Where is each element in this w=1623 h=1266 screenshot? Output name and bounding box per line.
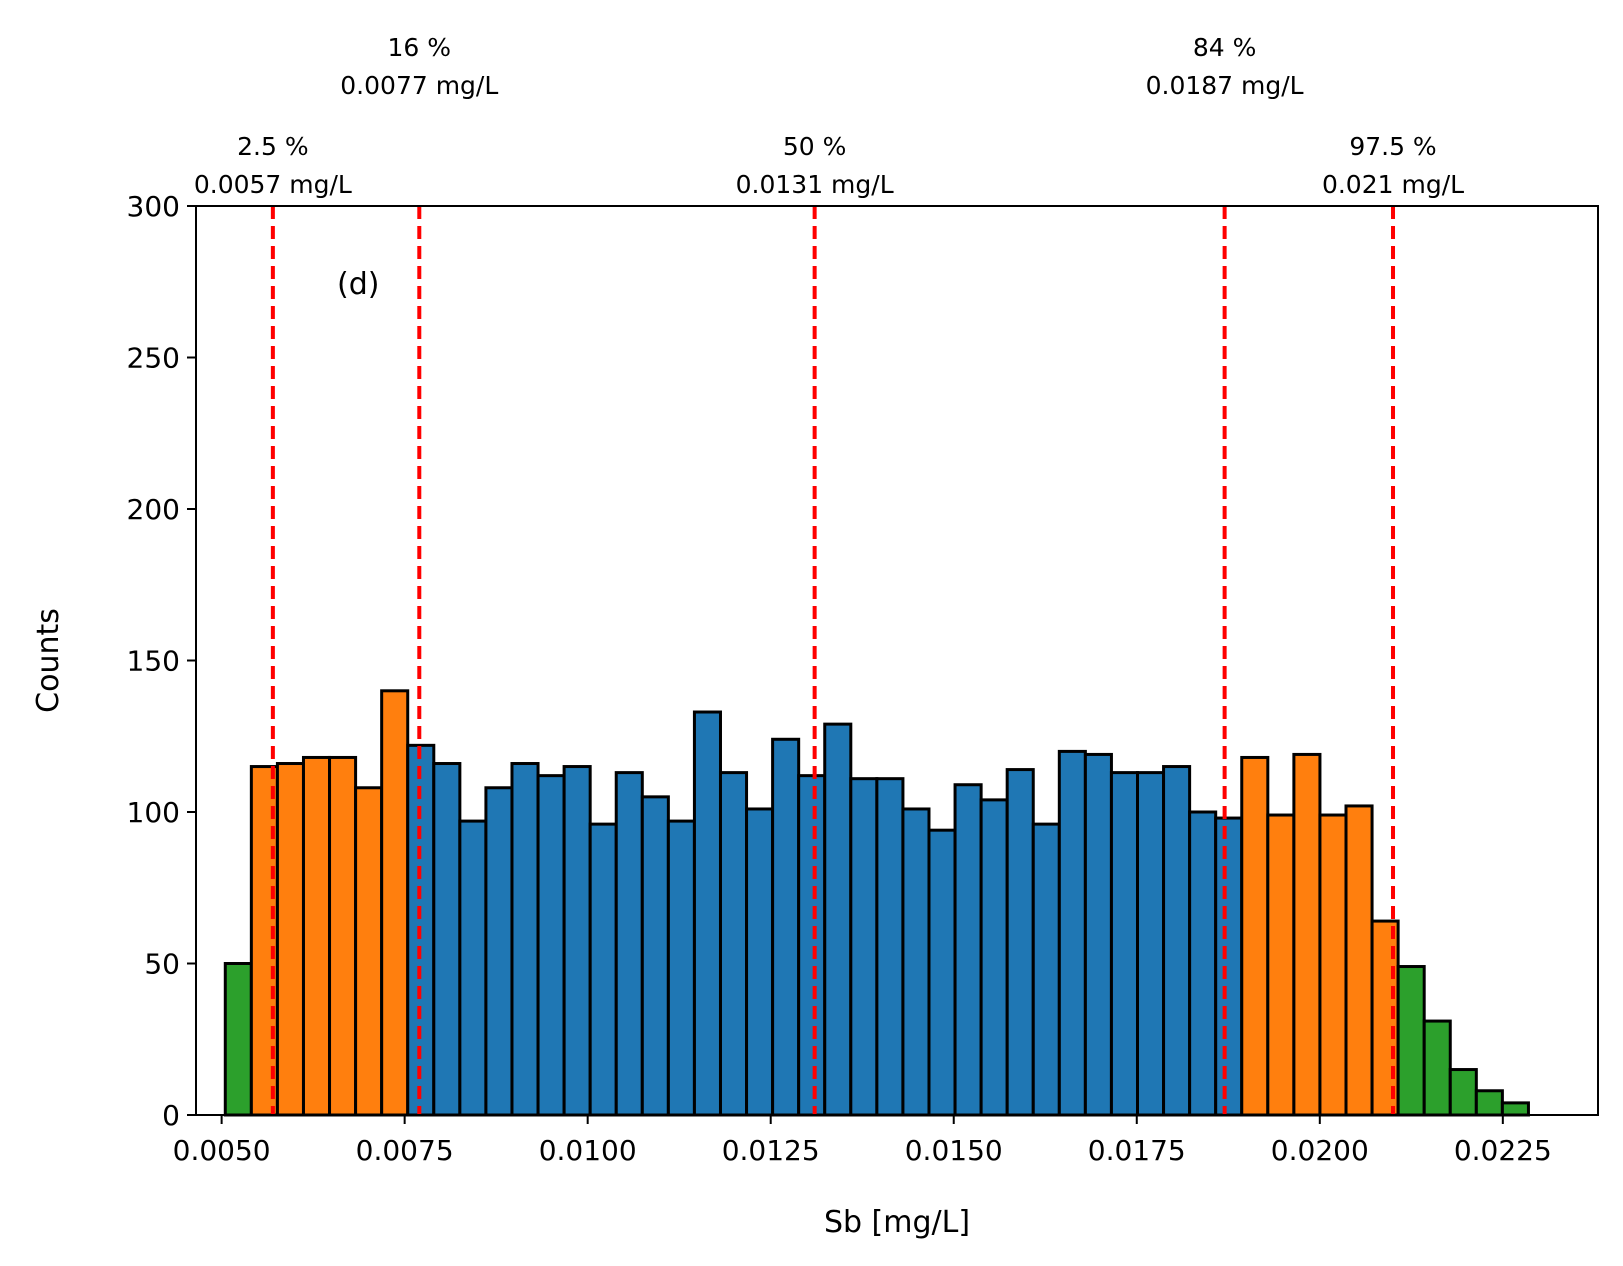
y-tick-label: 250 <box>127 342 180 375</box>
y-axis-label: Counts <box>31 608 66 713</box>
histogram-bar <box>1240 755 1270 1117</box>
histogram-bar <box>562 765 592 1117</box>
histogram-bar <box>1214 816 1244 1117</box>
histogram-bar <box>666 819 696 1117</box>
histogram-bar <box>1396 965 1426 1117</box>
percentile-value-label: 0.0057 mg/L <box>194 170 352 199</box>
x-axis-ticks: 0.0050 0.0075 0.0100 0.0125 0.0150 0.0175 0.02… <box>173 1115 1552 1167</box>
y-axis-ticks: 0 50 100 150 200 250 300 <box>127 190 196 1132</box>
histogram-bars <box>223 689 1530 1117</box>
x-tick-label: 0.0100 <box>539 1134 637 1167</box>
y-tick-label: 0 <box>162 1099 180 1132</box>
histogram-bar <box>275 762 305 1117</box>
percentile-value-label: 0.0077 mg/L <box>340 71 498 100</box>
histogram-bar <box>614 771 644 1117</box>
histogram-bar <box>1500 1101 1530 1117</box>
percentile-value-label: 0.0131 mg/L <box>736 170 894 199</box>
x-tick-label: 0.0175 <box>1088 1134 1186 1167</box>
histogram-bar <box>1162 765 1192 1117</box>
histogram-bar <box>979 798 1009 1117</box>
y-tick-label: 300 <box>127 190 180 223</box>
histogram-bar <box>718 771 749 1117</box>
histogram-bar <box>1344 804 1374 1117</box>
y-tick-label: 100 <box>127 796 180 829</box>
percentile-value-label: 0.021 mg/L <box>1322 170 1464 199</box>
histogram-bar <box>771 737 801 1117</box>
histogram-bar <box>823 722 853 1117</box>
histogram-bar <box>797 774 827 1117</box>
histogram-bar <box>1083 752 1113 1117</box>
histogram-bar <box>484 786 514 1117</box>
histogram-bar <box>1474 1089 1504 1117</box>
histogram-bar <box>927 828 957 1117</box>
histogram-bar <box>640 795 670 1117</box>
histogram-bar <box>1266 813 1296 1117</box>
histogram-bar <box>380 689 410 1117</box>
panel-label: (d) <box>337 267 379 302</box>
percentile-lines <box>270 206 1396 1115</box>
histogram-bar <box>1422 1019 1452 1117</box>
x-tick-label: 0.0150 <box>905 1134 1003 1167</box>
histogram-bar <box>1031 822 1061 1117</box>
histogram-bar <box>223 962 253 1117</box>
histogram-bar <box>510 762 540 1117</box>
histogram-bar <box>354 786 384 1117</box>
histogram-bar <box>1135 771 1166 1117</box>
histogram-bar <box>301 755 332 1117</box>
percentile-value-label: 0.0187 mg/L <box>1146 71 1304 100</box>
histogram-bar <box>875 777 905 1117</box>
x-tick-label: 0.0125 <box>722 1134 820 1167</box>
y-tick-label: 50 <box>144 948 180 981</box>
histogram-bar <box>328 755 358 1117</box>
percentile-percent-label: 2.5 % <box>237 132 308 161</box>
y-tick-label: 150 <box>127 645 180 678</box>
histogram-bar <box>849 777 879 1117</box>
percentile-labels: 2.5 % 0.0057 mg/L 16 % 0.0077 mg/L 50 % 0.013… <box>194 33 1464 199</box>
x-tick-label: 0.0075 <box>356 1134 454 1167</box>
histogram-bar <box>953 783 983 1117</box>
percentile-percent-label: 97.5 % <box>1349 132 1436 161</box>
histogram-bar <box>432 762 462 1117</box>
histogram-bar <box>901 807 931 1117</box>
percentile-percent-label: 50 % <box>783 132 847 161</box>
x-tick-label: 0.0225 <box>1454 1134 1552 1167</box>
percentile-percent-label: 16 % <box>388 33 452 62</box>
histogram-bar <box>1109 771 1139 1117</box>
x-tick-label: 0.0200 <box>1271 1134 1369 1167</box>
histogram-bar <box>1057 749 1087 1117</box>
histogram-bar <box>1005 768 1035 1117</box>
histogram-bar <box>1448 1068 1478 1117</box>
x-tick-label: 0.0050 <box>173 1134 271 1167</box>
histogram-bar <box>458 819 488 1117</box>
percentile-percent-label: 84 % <box>1193 33 1257 62</box>
histogram-bar <box>745 807 775 1117</box>
histogram-bar <box>536 774 566 1117</box>
histogram-bar <box>1188 810 1218 1117</box>
histogram-bar <box>1318 813 1348 1117</box>
histogram-bar <box>692 710 722 1117</box>
histogram-bar <box>588 822 618 1117</box>
y-tick-label: 200 <box>127 493 180 526</box>
x-axis-label: Sb [mg/L] <box>824 1205 970 1240</box>
histogram-bar <box>1292 752 1322 1117</box>
